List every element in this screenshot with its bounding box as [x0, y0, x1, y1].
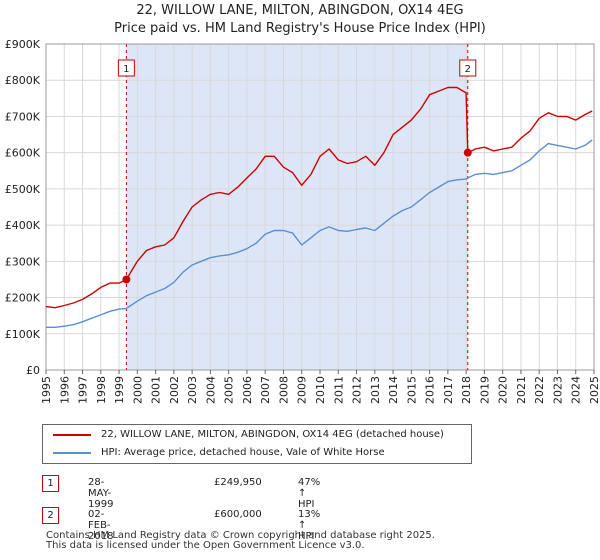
transaction-price-1: £249,950 — [214, 477, 262, 488]
transaction-marker-2: 2 — [42, 507, 59, 524]
y-tick-label: £200K — [5, 292, 41, 305]
x-tick-label: 1995 — [40, 376, 53, 404]
x-tick-label: 2022 — [533, 376, 546, 404]
y-tick-label: £600K — [5, 147, 41, 160]
x-tick-label: 2015 — [405, 376, 418, 404]
footer-line2: This data is licensed under the Open Gov… — [46, 540, 365, 551]
y-tick-label: £700K — [5, 110, 41, 123]
series-line-hpi — [46, 139, 593, 328]
sale-marker-box — [117, 59, 135, 77]
x-tick-label: 2024 — [570, 376, 583, 404]
transaction-hpi-2: 13% ↑ HPI — [298, 509, 321, 542]
transaction-date-2: 02-FEB-2018 — [88, 509, 114, 542]
x-tick-label: 2002 — [168, 376, 181, 404]
x-tick-label: 2019 — [478, 376, 491, 404]
chart-title-line1: 22, WILLOW LANE, MILTON, ABINGDON, OX14 … — [136, 3, 464, 18]
x-tick-label: 2010 — [314, 376, 327, 404]
x-tick-label: 2011 — [332, 376, 345, 404]
y-tick-label: £900K — [5, 38, 41, 51]
x-tick-label: 1998 — [95, 376, 108, 404]
y-tick-label: £500K — [5, 183, 41, 196]
series-line-property — [45, 86, 593, 309]
x-tick-label: 2004 — [204, 376, 217, 404]
x-tick-label: 2017 — [442, 376, 455, 404]
x-tick-label: 2001 — [150, 376, 163, 404]
x-tick-label: 2023 — [551, 376, 564, 404]
x-tick-label: 2008 — [277, 376, 290, 404]
legend-swatch-hpi — [53, 452, 91, 454]
x-tick-label: 1997 — [77, 376, 90, 404]
x-tick-label: 2014 — [387, 376, 400, 404]
x-tick-label: 2009 — [296, 376, 309, 404]
x-tick-label: 2025 — [588, 376, 600, 404]
legend-label-property: 22, WILLOW LANE, MILTON, ABINGDON, OX14 … — [101, 429, 444, 440]
chart-title-line2: Price paid vs. HM Land Registry's House … — [114, 21, 486, 36]
x-tick-label: 2013 — [369, 376, 382, 404]
sale-marker-label: 2 — [459, 59, 477, 77]
y-tick-label: £300K — [5, 255, 41, 268]
transaction-date-1: 28-MAY-1999 — [88, 477, 114, 510]
legend-swatch-property — [53, 434, 91, 436]
x-tick-label: 1996 — [58, 376, 71, 404]
footer-line1: Contains HM Land Registry data © Crown c… — [46, 530, 435, 541]
x-tick-label: 2018 — [460, 376, 473, 404]
transaction-price-2: £600,000 — [214, 509, 262, 520]
x-tick-label: 1999 — [113, 376, 126, 404]
legend-label-hpi: HPI: Average price, detached house, Vale… — [101, 447, 385, 458]
sale-marker-box — [459, 59, 477, 77]
sale-marker-number: 1 — [123, 64, 129, 75]
transaction-hpi-1: 47% ↑ HPI — [298, 477, 321, 510]
transaction-marker-1: 1 — [42, 475, 59, 492]
x-tick-label: 2016 — [424, 376, 437, 404]
x-tick-label: 2006 — [241, 376, 254, 404]
x-tick-label: 2005 — [223, 376, 236, 404]
y-tick-label: £0 — [26, 364, 40, 377]
footer: Contains HM Land Registry data © Crown c… — [46, 531, 435, 551]
y-tick-label: £800K — [5, 74, 41, 87]
sale-point — [463, 148, 472, 157]
x-tick-label: 2021 — [515, 376, 528, 404]
ownership-shade — [126, 44, 468, 370]
x-tick-label: 2012 — [351, 376, 364, 404]
y-tick-label: £400K — [5, 219, 41, 232]
x-tick-label: 2020 — [497, 376, 510, 404]
sale-point — [122, 275, 131, 284]
y-tick-label: £100K — [5, 328, 41, 341]
x-tick-label: 2007 — [259, 376, 272, 404]
x-tick-label: 2000 — [131, 376, 144, 404]
x-tick-label: 2003 — [186, 376, 199, 404]
sale-marker-number: 2 — [465, 64, 471, 75]
sale-marker-label: 1 — [117, 59, 135, 77]
legend: 22, WILLOW LANE, MILTON, ABINGDON, OX14 … — [42, 424, 472, 464]
price-chart: £0 £100K £200K £300K £400K £500K £600K £700K £80… — [5, 38, 600, 404]
